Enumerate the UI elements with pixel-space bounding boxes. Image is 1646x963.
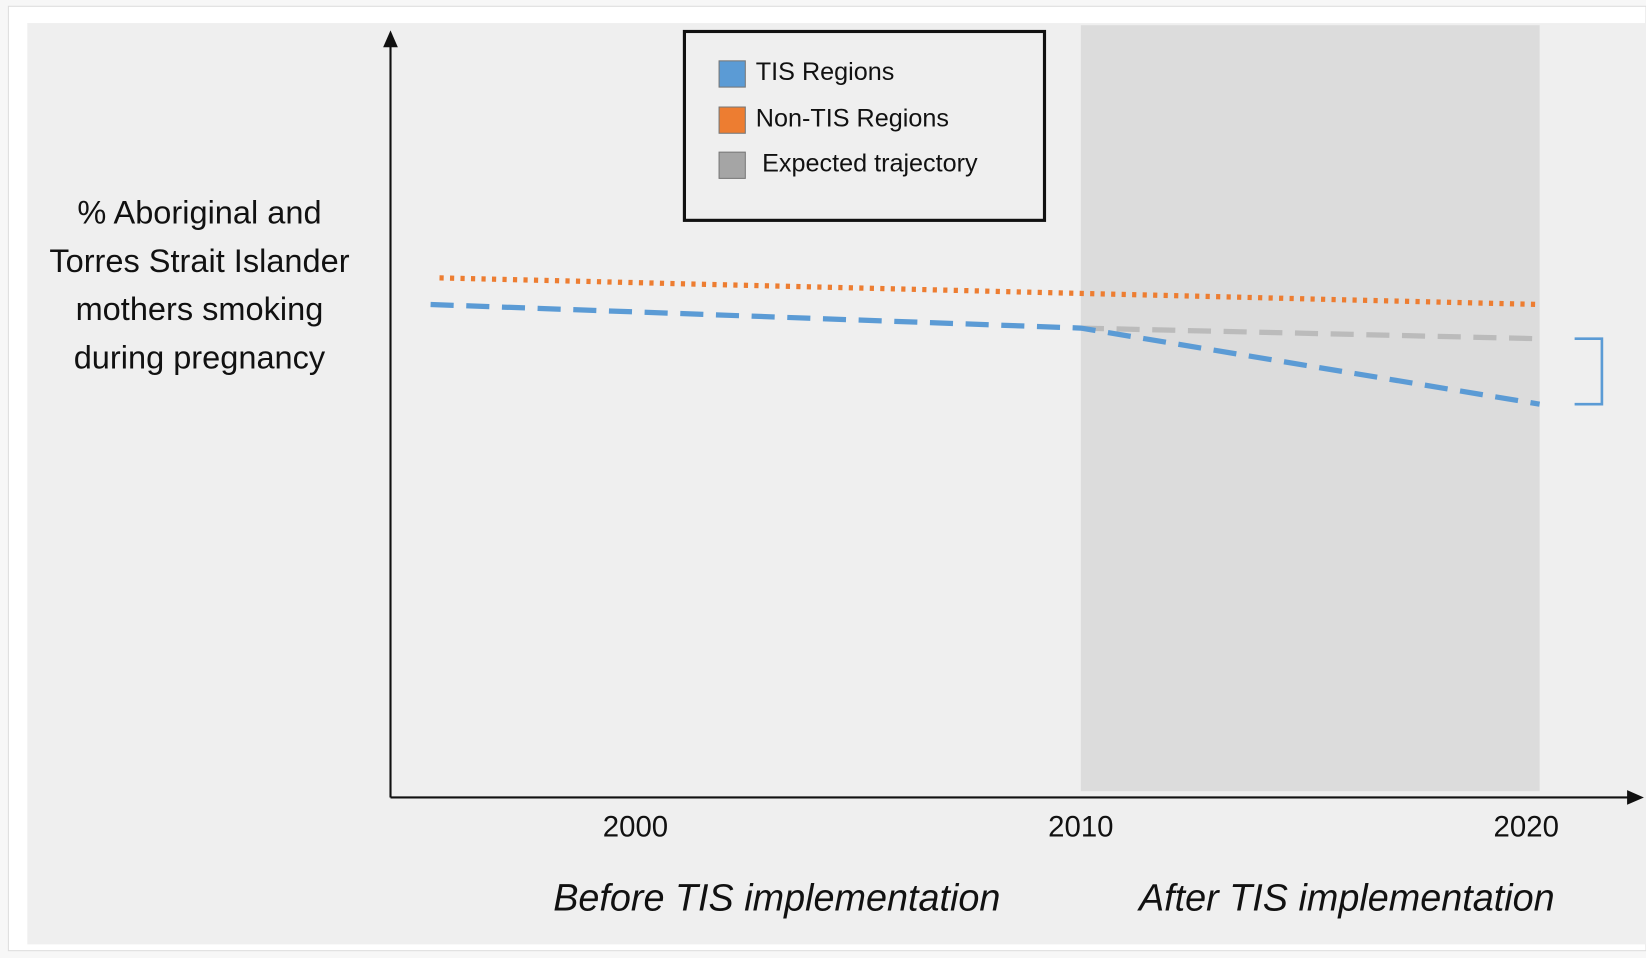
x-tick-label: 2020 xyxy=(1494,811,1559,844)
annotation: Before TIS implementation xyxy=(553,877,1000,919)
legend-label: TIS Regions xyxy=(756,58,895,86)
y-label-box: % Aboriginal and Torres Strait Islander … xyxy=(49,194,350,376)
legend-box xyxy=(682,29,1047,222)
series-line xyxy=(439,275,1540,308)
x-tick-label: 2010 xyxy=(1048,811,1113,844)
y-axis-label: % Aboriginal and Torres Strait Islander … xyxy=(49,194,350,376)
legend-label: Non-TIS Regions xyxy=(756,104,949,132)
y-axis-arrow xyxy=(383,30,398,48)
annotation: After TIS implementation xyxy=(1137,877,1555,919)
x-axis-arrow xyxy=(1627,790,1644,805)
shaded-period xyxy=(1080,25,1540,792)
legend-label: Expected trajectory xyxy=(762,149,978,177)
legend: TIS Regions Non-TIS Regions Expected traje… xyxy=(682,29,1047,222)
legend-swatch xyxy=(718,106,746,134)
legend-swatch xyxy=(718,60,746,88)
difference-bracket xyxy=(1574,337,1604,406)
series-line xyxy=(1080,325,1540,342)
series-line xyxy=(430,301,1541,407)
x-tick-label: 2000 xyxy=(603,811,668,844)
legend-swatch xyxy=(718,151,746,179)
